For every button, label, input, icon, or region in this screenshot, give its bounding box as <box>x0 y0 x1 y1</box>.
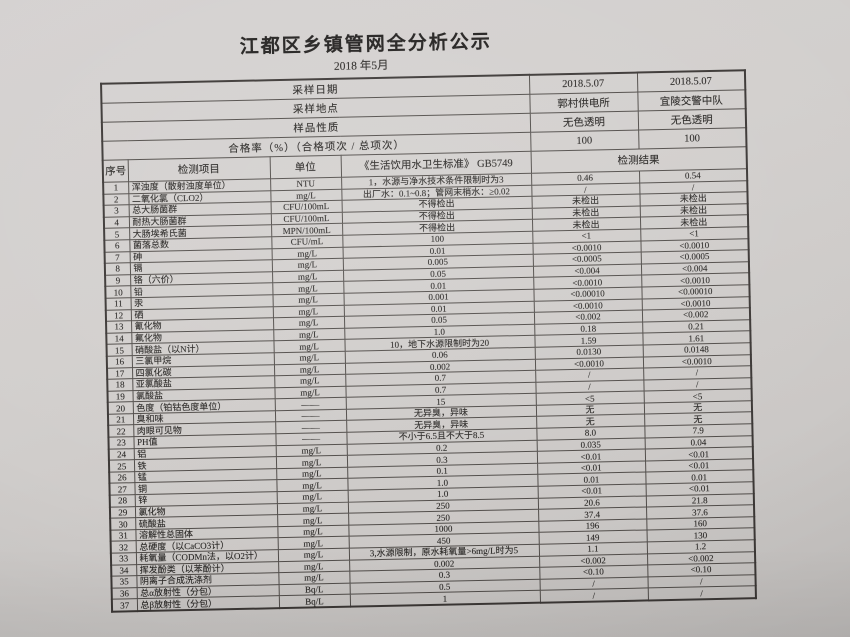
row-index: 26 <box>109 471 135 484</box>
column-header-index: 序号 <box>102 159 129 183</box>
row-index: 10 <box>105 286 131 299</box>
paper-sheet: 江都区乡镇管网全分析公示 2018 年5月 采样日期 2018.5.07 201… <box>99 21 757 613</box>
row-index: 9 <box>105 274 131 287</box>
item-name: 总β放射性（分包） <box>136 596 280 612</box>
row-index: 8 <box>104 262 131 275</box>
row-index: 35 <box>111 575 137 588</box>
sampling-date-site-2: 2018.5.07 <box>636 70 746 93</box>
column-header-unit: 单位 <box>269 155 342 179</box>
row-index: 22 <box>108 425 134 438</box>
pass-rate-site-2: 100 <box>638 127 747 150</box>
row-index: 7 <box>104 251 130 264</box>
sampling-date-site-1: 2018.5.07 <box>528 72 638 95</box>
result-site-1: / <box>539 588 648 603</box>
row-index: 20 <box>107 401 133 415</box>
row-index: 29 <box>109 506 136 519</box>
row-index: 14 <box>106 332 132 345</box>
sample-nature-site-1: 无色透明 <box>529 111 639 133</box>
row-index: 32 <box>110 541 136 554</box>
row-index: 15 <box>106 344 132 357</box>
sampling-location-site-2: 宜陵交警中队 <box>637 89 746 112</box>
row-index: 1 <box>103 181 129 194</box>
row-index: 13 <box>106 320 132 333</box>
row-index: 12 <box>105 309 132 322</box>
row-index: 31 <box>110 529 136 542</box>
row-index: 5 <box>104 228 130 241</box>
pass-rate-site-1: 100 <box>530 130 639 152</box>
row-index: 25 <box>108 459 135 473</box>
row-index: 30 <box>110 517 136 531</box>
row-index: 23 <box>108 436 134 449</box>
row-index: 19 <box>107 390 133 403</box>
analysis-table: 采样日期 2018.5.07 2018.5.07 采样地点 郭村供电所 宜陵交警… <box>100 69 757 613</box>
row-index: 3 <box>103 204 129 218</box>
row-index: 37 <box>111 599 138 612</box>
column-header-item: 检测项目 <box>127 156 271 182</box>
row-index: 21 <box>107 413 134 426</box>
row-index: 11 <box>105 297 131 310</box>
row-index: 27 <box>109 483 135 496</box>
row-index: 33 <box>110 552 137 565</box>
unit: Bq/L <box>278 594 351 609</box>
row-index: 2 <box>103 193 129 206</box>
sampling-location-site-1: 郭村供电所 <box>529 92 638 114</box>
row-index: 17 <box>106 367 133 380</box>
standard-limit: 1 <box>349 590 541 607</box>
result-site-2: / <box>647 586 756 601</box>
row-index: 4 <box>103 216 130 229</box>
row-index: 24 <box>108 448 134 461</box>
row-index: 36 <box>111 587 137 600</box>
row-index: 18 <box>107 378 133 391</box>
results-tbody: 1 浑浊度（散射浊度单位） NTU 1，水源与净水技术条件限制时为3 0.46 0.54 2… <box>103 168 756 612</box>
row-index: 34 <box>111 564 137 577</box>
row-index: 16 <box>106 355 132 368</box>
header-tbody: 采样日期 2018.5.07 2018.5.07 采样地点 郭村供电所 宜陵交警… <box>101 70 747 183</box>
row-index: 6 <box>104 239 130 252</box>
row-index: 28 <box>109 494 135 507</box>
sample-nature-site-2: 无色透明 <box>637 108 747 131</box>
